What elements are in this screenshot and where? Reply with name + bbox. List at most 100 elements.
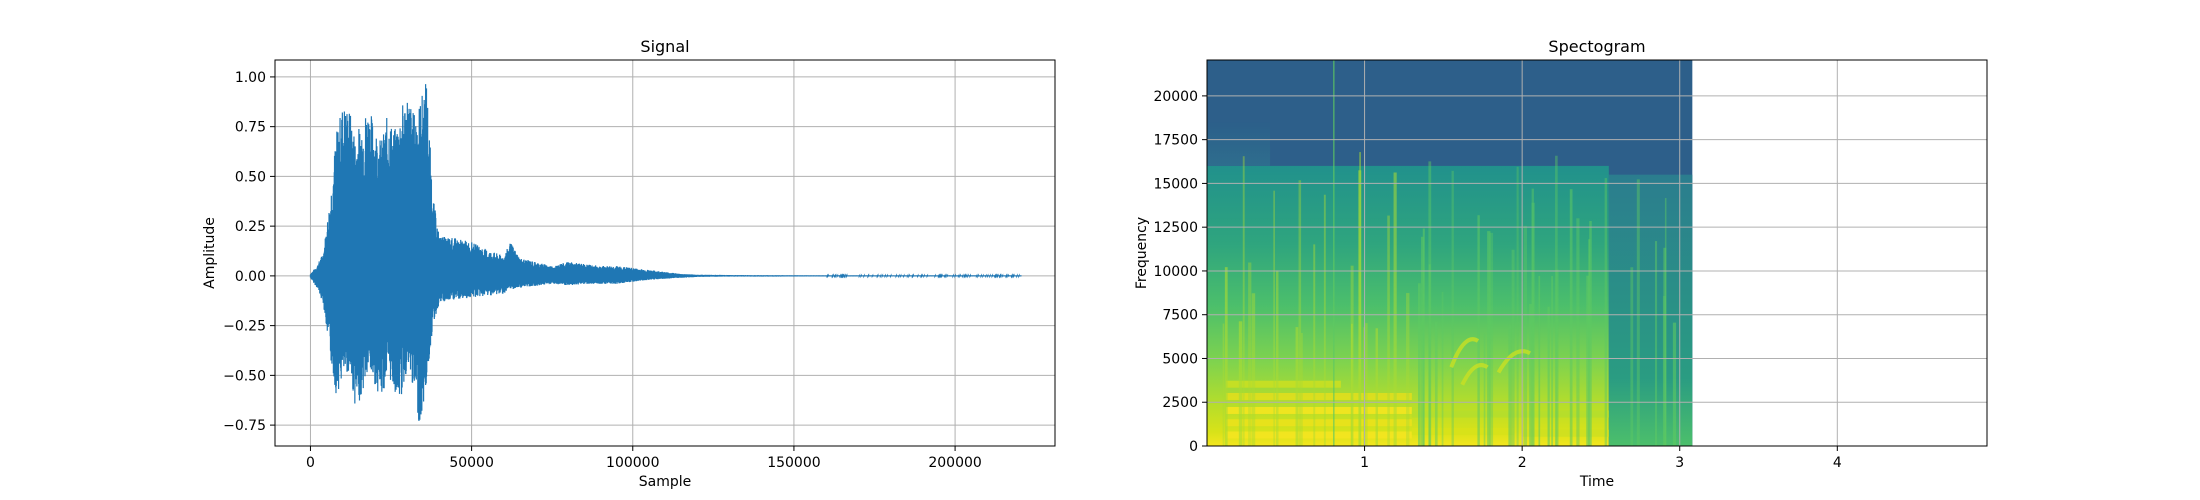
spectrogram-streak — [1418, 283, 1421, 446]
spectrogram-streak — [1487, 231, 1491, 446]
signal-y-tick-label: 1.00 — [235, 70, 266, 86]
spectrogram-axes-frame — [1206, 59, 1988, 447]
spectrogram-streak — [1547, 306, 1550, 446]
spectrogram-streak — [1323, 194, 1326, 446]
spectrogram-streak — [1393, 172, 1397, 446]
signal-panel: 0 50000 100000 150000 200000 −0.75 −0.50 −0.25… — [202, 37, 1056, 490]
spectrogram-streak — [1224, 267, 1228, 446]
signal-y-ticks: −0.75 −0.50 −0.25 0.00 0.25 0.50 0.75 1.00 — [223, 70, 275, 434]
spectrogram-streak — [1375, 328, 1378, 446]
signal-x-tick-label: 200000 — [928, 455, 981, 471]
signal-y-tick-label: −0.50 — [223, 368, 266, 384]
spectrogram-streak — [1406, 293, 1410, 446]
spectrogram-streak — [1451, 170, 1454, 446]
signal-waveform — [309, 84, 1022, 421]
signal-y-tick-label: −0.75 — [223, 418, 266, 434]
signal-y-axis-label: Amplitude — [202, 217, 218, 289]
spectrogram-tail-band — [1608, 174, 1693, 446]
spectrogram-streak — [1672, 322, 1677, 446]
signal-x-tick-label: 0 — [306, 455, 315, 471]
spectrogram-x-tick-label: 1 — [1360, 455, 1369, 471]
spectrogram-image — [1207, 60, 1693, 446]
spectrogram-harmonic — [1225, 380, 1341, 388]
spectrogram-glide — [1449, 337, 1480, 368]
spectrogram-streak — [1295, 327, 1299, 446]
spectrogram-y-tick-label: 7500 — [1162, 308, 1198, 324]
spectrogram-harmonic — [1225, 431, 1412, 439]
signal-axes-frame — [274, 59, 1056, 447]
spectrogram-y-tick-label: 20000 — [1153, 89, 1198, 105]
spectrogram-streak — [1636, 179, 1640, 446]
spectrogram-click-line — [1333, 60, 1335, 446]
spectrogram-harmonic — [1411, 427, 1515, 435]
spectrogram-streak — [1508, 324, 1512, 446]
spectrogram-y-tick-label: 2500 — [1162, 395, 1198, 411]
spectrogram-title: Spectogram — [1548, 37, 1645, 56]
signal-y-tick-label: −0.25 — [223, 319, 266, 335]
spectrogram-x-tick-label: 4 — [1833, 455, 1842, 471]
signal-y-tick-label: 0.75 — [235, 120, 266, 136]
signal-title: Signal — [640, 37, 689, 56]
signal-y-tick-label: 0.50 — [235, 169, 266, 185]
spectrogram-streak — [1364, 323, 1368, 446]
spectrogram-y-axis-label: Frequency — [1134, 217, 1150, 289]
spectrogram-streak — [1242, 156, 1245, 446]
spectrogram-high-band — [1207, 122, 1271, 166]
spectrogram-harmonic — [1225, 419, 1412, 427]
spectrogram-harmonic — [1522, 429, 1609, 437]
spectrogram-streak — [1313, 244, 1316, 446]
spectrogram-streak — [1531, 202, 1535, 446]
signal-x-ticks: 0 50000 100000 150000 200000 — [306, 446, 982, 471]
spectrogram-streak — [1422, 228, 1425, 446]
spectrogram-x-tick-label: 2 — [1518, 455, 1527, 471]
spectrogram-streak — [1663, 247, 1667, 446]
spectrogram-harmonic — [1225, 392, 1412, 400]
signal-x-tick-label: 100000 — [606, 455, 659, 471]
spectrogram-streak — [1428, 161, 1432, 446]
spectrogram-streak — [1529, 303, 1532, 446]
spectrogram-y-ticks: 0 2500 5000 7500 10000 12500 15000 17500 20000 — [1153, 89, 1207, 455]
spectrogram-streak — [1300, 332, 1303, 446]
spectrogram-y-tick-label: 5000 — [1162, 351, 1198, 367]
spectrogram-harmonic — [1225, 406, 1412, 414]
spectrogram-streak — [1483, 333, 1486, 446]
spectrogram-streak — [1569, 189, 1573, 446]
spectrogram-streak — [1489, 232, 1494, 446]
spectrogram-streak — [1589, 220, 1592, 446]
spectrogram-streak — [1551, 276, 1553, 446]
spectrogram-streak — [1359, 152, 1361, 446]
spectrogram-streak — [1604, 178, 1607, 446]
spectrogram-streak — [1664, 198, 1667, 446]
spectrogram-streak — [1511, 249, 1515, 446]
spectrogram-streak — [1273, 190, 1275, 446]
spectrogram-streak — [1531, 188, 1534, 446]
spectrogram-streak — [1586, 275, 1590, 446]
spectrogram-streak — [1516, 166, 1519, 446]
spectrogram-streak — [1387, 215, 1390, 446]
spectrogram-streak — [1576, 218, 1580, 446]
spectrogram-y-tick-label: 15000 — [1153, 176, 1198, 192]
spectrogram-streak — [1421, 236, 1424, 446]
spectrogram-streak — [1555, 269, 1559, 446]
spectrogram-streak — [1298, 180, 1302, 446]
spectrogram-streak — [1428, 264, 1431, 446]
spectrogram-streak — [1662, 295, 1666, 446]
spectrogram-streak — [1238, 321, 1243, 446]
spectrogram-x-ticks: 1 2 3 4 — [1360, 446, 1842, 471]
spectrogram-streak — [1588, 239, 1591, 446]
spectrogram-x-tick-label: 3 — [1675, 455, 1684, 471]
spectrogram-streak — [1538, 275, 1541, 446]
spectrogram-y-tick-label: 17500 — [1153, 133, 1198, 149]
spectrogram-y-tick-label: 10000 — [1153, 264, 1198, 280]
signal-x-axis-label: Sample — [639, 474, 692, 490]
spectrogram-streak — [1523, 225, 1527, 446]
spectrogram-glide — [1496, 349, 1531, 374]
signal-y-tick-label: 0.25 — [235, 219, 266, 235]
signal-x-tick-label: 150000 — [767, 455, 820, 471]
spectrogram-streak — [1251, 293, 1256, 446]
spectrogram-streak — [1434, 321, 1438, 446]
spectrogram-glide — [1460, 363, 1489, 386]
spectrogram-streak — [1654, 241, 1658, 446]
spectrogram-y-tick-label: 0 — [1189, 439, 1198, 455]
